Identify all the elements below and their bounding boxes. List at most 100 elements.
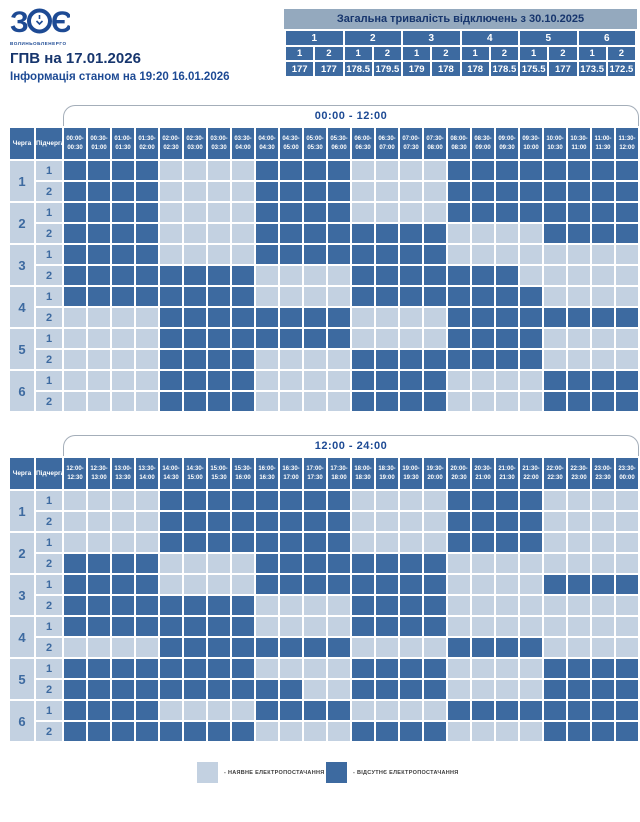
schedule-cell-available	[64, 491, 86, 510]
schedule-cell-outage	[232, 533, 254, 552]
schedule-cell-outage	[88, 596, 110, 615]
schedule-cell-available	[424, 512, 446, 531]
time-header-cell: 00:30- 01:00	[88, 128, 110, 159]
schedule-cell-outage	[424, 266, 446, 285]
schedule-cell-available	[208, 701, 230, 720]
queue-label-cell: 2	[10, 533, 34, 573]
schedule-cell-available	[352, 638, 374, 657]
schedule-cell-outage	[400, 245, 422, 264]
schedule-cell-available	[256, 596, 278, 615]
schedule-cell-outage	[256, 491, 278, 510]
schedule-cell-available	[208, 224, 230, 243]
schedule-cell-outage	[328, 308, 350, 327]
schedule-cell-outage	[568, 161, 590, 180]
subqueue-label-cell: 1	[36, 245, 62, 264]
schedule-cell-available	[280, 371, 302, 390]
schedule-cell-outage	[64, 161, 86, 180]
schedule-cell-outage	[352, 245, 374, 264]
schedule-cell-outage	[352, 266, 374, 285]
schedule-cell-outage	[472, 161, 494, 180]
schedule-cell-outage	[472, 638, 494, 657]
schedule-cell-available	[424, 533, 446, 552]
schedule-cell-outage	[520, 308, 542, 327]
schedule-cell-available	[256, 392, 278, 411]
schedule-cell-outage	[544, 701, 566, 720]
schedule-cell-available	[472, 680, 494, 699]
queue-label-cell: 5	[10, 329, 34, 369]
summary-subqueue-cell: 2	[432, 47, 460, 60]
subqueue-label-cell: 1	[36, 533, 62, 552]
schedule-cell-available	[496, 596, 518, 615]
schedule-cell-outage	[232, 596, 254, 615]
schedule-cell-outage	[592, 371, 614, 390]
schedule-cell-available	[616, 617, 638, 636]
schedule-cell-available	[376, 533, 398, 552]
schedule-cell-outage	[136, 266, 158, 285]
schedule-cell-available	[592, 245, 614, 264]
time-header-cell: 23:30- 00:00	[616, 458, 638, 489]
schedule-cell-outage	[208, 287, 230, 306]
schedule-cell-outage	[424, 659, 446, 678]
schedule-cell-outage	[592, 659, 614, 678]
schedule-cell-outage	[160, 638, 182, 657]
schedule-cell-outage	[376, 596, 398, 615]
schedule-cell-outage	[112, 596, 134, 615]
schedule-cell-outage	[424, 596, 446, 615]
schedule-cell-available	[160, 701, 182, 720]
schedule-cell-available	[304, 392, 326, 411]
page-subtitle: Інформація станом на 19:20 16.01.2026	[10, 71, 230, 83]
schedule-cell-outage	[352, 392, 374, 411]
schedule-cell-outage	[616, 701, 638, 720]
schedule-cell-available	[568, 329, 590, 348]
schedule-cell-available	[328, 617, 350, 636]
schedule-cell-available	[376, 329, 398, 348]
schedule-cell-available	[520, 575, 542, 594]
summary-queue-cell: 3	[403, 31, 460, 45]
schedule-cell-available	[232, 182, 254, 201]
schedule-cell-outage	[616, 680, 638, 699]
schedule-cell-available	[568, 512, 590, 531]
schedule-cell-outage	[520, 491, 542, 510]
schedule-cell-outage	[184, 638, 206, 657]
schedule-cell-outage	[472, 308, 494, 327]
summary-subqueue-cell: 2	[549, 47, 577, 60]
schedule-cell-outage	[568, 680, 590, 699]
schedule-cell-available	[400, 491, 422, 510]
schedule-cell-outage	[304, 245, 326, 264]
schedule-cell-outage	[280, 575, 302, 594]
subqueue-column-header: Підчерга	[36, 128, 62, 159]
subqueue-label-cell: 2	[36, 308, 62, 327]
schedule-cell-outage	[184, 680, 206, 699]
schedule-cell-available	[304, 617, 326, 636]
schedule-cell-available	[472, 245, 494, 264]
time-header-cell: 01:30- 02:00	[136, 128, 158, 159]
schedule-cell-outage	[400, 617, 422, 636]
schedule-cell-outage	[112, 701, 134, 720]
schedule-cell-available	[280, 266, 302, 285]
schedule-cell-outage	[544, 722, 566, 741]
schedule-cell-outage	[88, 659, 110, 678]
subqueue-label-cell: 1	[36, 203, 62, 222]
summary-value-cell: 178.5	[490, 62, 518, 76]
subqueue-label-cell: 1	[36, 617, 62, 636]
schedule-cell-available	[496, 392, 518, 411]
logo-filament-icon	[35, 15, 44, 26]
schedule-cell-outage	[376, 575, 398, 594]
schedule-cell-outage	[568, 659, 590, 678]
queue-label-cell: 4	[10, 617, 34, 657]
schedule-cell-outage	[544, 659, 566, 678]
schedule-cell-available	[520, 659, 542, 678]
schedule-cell-available	[112, 512, 134, 531]
schedule-cell-outage	[424, 287, 446, 306]
schedule-cell-outage	[352, 371, 374, 390]
schedule-cell-outage	[592, 392, 614, 411]
schedule-cell-outage	[352, 659, 374, 678]
schedule-cell-available	[160, 161, 182, 180]
legend-label-available: - НАЯВНЕ ЕЛЕКТРОПОСТАЧАННЯ	[224, 769, 325, 776]
schedule-cell-available	[616, 287, 638, 306]
schedule-cell-available	[400, 512, 422, 531]
schedule-cell-outage	[184, 371, 206, 390]
schedule-cell-outage	[328, 161, 350, 180]
subqueue-label-cell: 2	[36, 638, 62, 657]
schedule-cell-available	[304, 287, 326, 306]
